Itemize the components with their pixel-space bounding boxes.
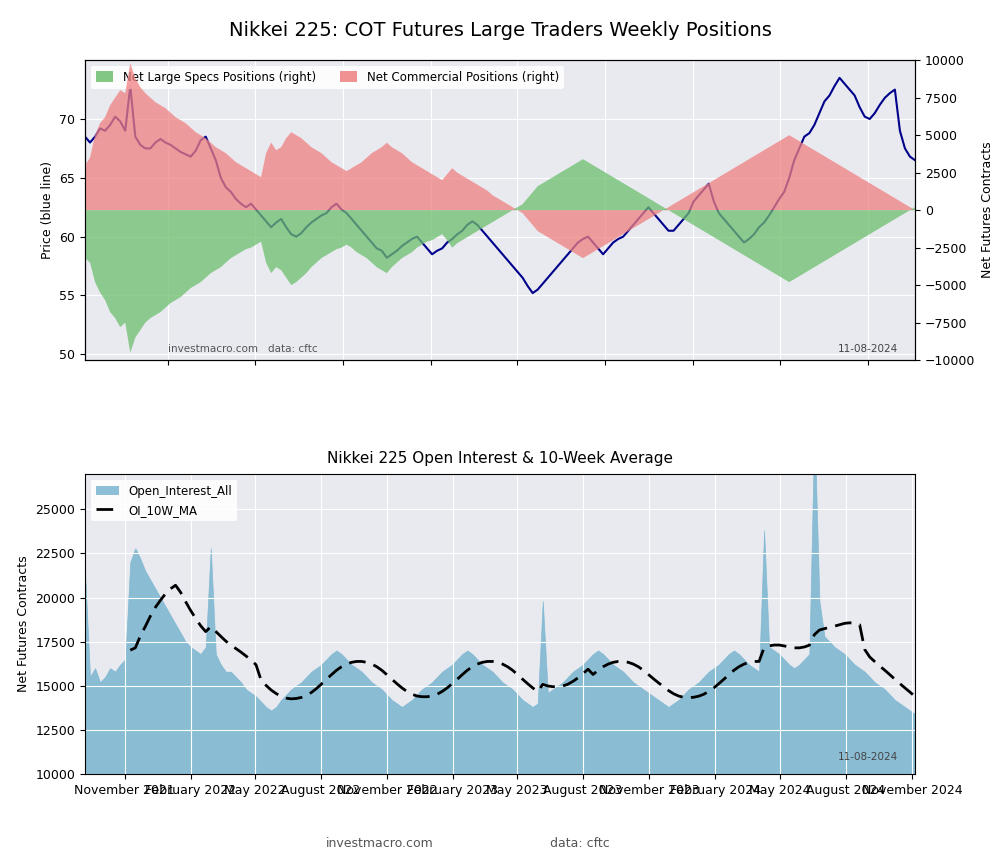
Y-axis label: Net Futures Contracts: Net Futures Contracts — [981, 142, 994, 279]
Y-axis label: Net Futures Contracts: Net Futures Contracts — [17, 556, 30, 692]
Y-axis label: Price (blue line): Price (blue line) — [41, 161, 54, 259]
Legend: Open_Interest_All, OI_10W_MA: Open_Interest_All, OI_10W_MA — [91, 480, 237, 521]
Text: investmacro.com: investmacro.com — [168, 344, 258, 354]
Text: investmacro.com: investmacro.com — [326, 837, 434, 850]
Text: Nikkei 225: COT Futures Large Traders Weekly Positions: Nikkei 225: COT Futures Large Traders We… — [229, 22, 771, 40]
Text: 11-08-2024: 11-08-2024 — [838, 752, 898, 762]
Text: data: cftc: data: cftc — [268, 344, 317, 354]
Text: data: cftc: data: cftc — [550, 837, 610, 850]
Legend: Net Large Specs Positions (right), Net Commercial Positions (right): Net Large Specs Positions (right), Net C… — [91, 66, 564, 89]
Title: Nikkei 225 Open Interest & 10-Week Average: Nikkei 225 Open Interest & 10-Week Avera… — [327, 451, 673, 466]
Text: 11-08-2024: 11-08-2024 — [838, 344, 898, 354]
